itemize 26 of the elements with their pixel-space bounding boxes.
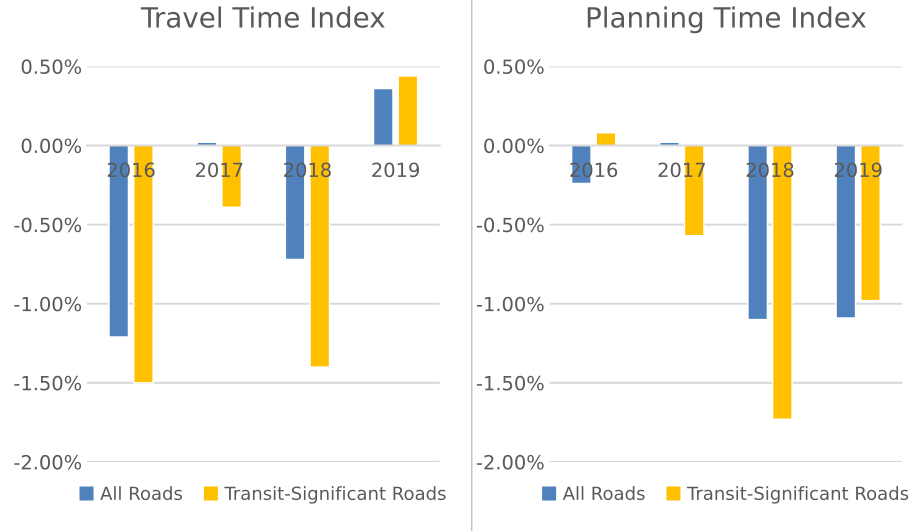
- y-tick-label: -2.00%: [14, 454, 82, 470]
- x-tick-label: 2016: [108, 162, 155, 178]
- y-tick-label: -1.50%: [476, 376, 544, 391]
- y-tick-label: -0.50%: [476, 218, 544, 232]
- y-tick-label: 0.00%: [484, 138, 544, 154]
- bar: [398, 75, 418, 146]
- chart-title: Travel Time Index: [140, 6, 385, 28]
- bar: [372, 88, 394, 146]
- x-tick-label: 2018: [284, 162, 331, 178]
- y-tick-label: -0.50%: [14, 218, 82, 232]
- x-tick-label: 2019: [834, 162, 882, 178]
- x-tick-label: 2019: [372, 162, 419, 178]
- legend-label: Transit-Significant Roads: [686, 486, 908, 504]
- x-tick-label: 2018: [746, 162, 794, 178]
- y-tick-label: -1.50%: [14, 376, 82, 391]
- bar: [596, 132, 616, 146]
- legend-label: All Roads: [562, 486, 645, 500]
- y-tick-label: 0.50%: [484, 59, 544, 74]
- y-tick-label: -1.00%: [476, 296, 544, 312]
- y-tick-label: 0.00%: [22, 138, 82, 154]
- legend-label: Transit-Significant Roads: [224, 486, 446, 504]
- y-tick-label: -2.00%: [476, 454, 544, 470]
- y-tick-label: 0.50%: [22, 59, 82, 74]
- legend-label: All Roads: [100, 486, 182, 500]
- chart-title: Planning Time Index: [588, 6, 866, 34]
- y-tick-label: -1.00%: [14, 296, 82, 312]
